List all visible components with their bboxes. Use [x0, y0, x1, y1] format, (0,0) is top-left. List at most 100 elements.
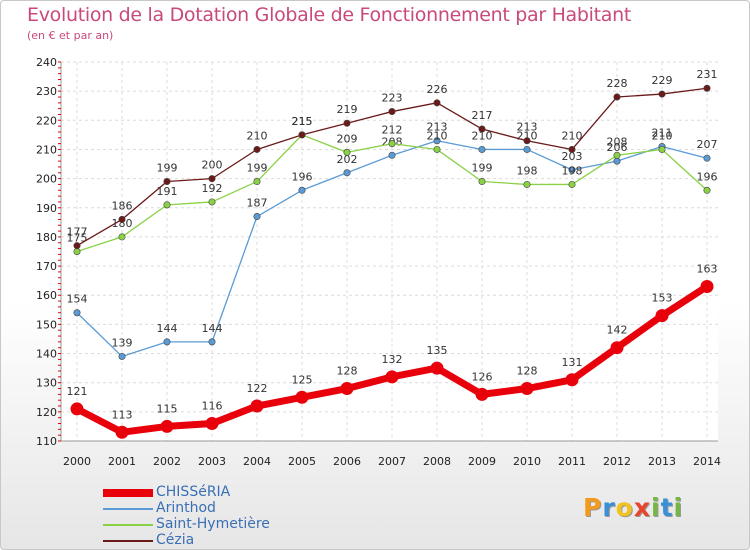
data-label: 131 [562, 356, 583, 369]
data-label: 206 [607, 141, 628, 154]
data-label: 163 [697, 262, 718, 275]
data-point [298, 186, 306, 194]
data-point [478, 145, 486, 153]
data-point [433, 145, 441, 153]
data-label: 215 [292, 115, 313, 128]
data-point [73, 242, 81, 250]
data-label: 144 [202, 322, 223, 335]
data-label: 210 [247, 129, 268, 142]
data-label: 209 [337, 132, 358, 145]
data-label: 217 [472, 109, 493, 122]
y-tick-label: 160 [36, 289, 57, 302]
data-point [610, 341, 624, 355]
data-label: 144 [157, 322, 178, 335]
data-label: 208 [607, 135, 628, 148]
legend-swatch [103, 524, 153, 526]
data-point [520, 382, 534, 396]
data-label: 187 [247, 197, 268, 210]
data-label: 126 [472, 370, 493, 383]
data-label: 223 [382, 92, 403, 105]
y-tick-label: 140 [36, 348, 57, 361]
data-label: 213 [517, 121, 538, 134]
data-point [118, 352, 126, 360]
data-label: 153 [652, 292, 673, 305]
data-label: 210 [472, 129, 493, 142]
legend-label: Cézia [156, 532, 195, 548]
data-point [385, 370, 399, 384]
data-label: 198 [562, 164, 583, 177]
data-point [73, 248, 81, 256]
legend-label: CHISSéRIA [156, 484, 231, 500]
x-tick-label: 2013 [648, 455, 676, 468]
data-label: 191 [157, 185, 178, 198]
data-label: 226 [427, 83, 448, 96]
x-tick-label: 2010 [513, 455, 541, 468]
data-label: 199 [157, 162, 178, 175]
logo-letter: t [660, 493, 674, 522]
data-point [118, 215, 126, 223]
data-point [340, 382, 354, 396]
data-point [163, 338, 171, 346]
data-label: 177 [67, 226, 88, 239]
data-label: 212 [382, 124, 403, 137]
chart-subtitle: (en € et par an) [27, 29, 114, 42]
data-label: 210 [652, 129, 673, 142]
y-tick-label: 210 [36, 143, 57, 156]
legend-swatch [103, 489, 153, 497]
logo-letter: i [673, 493, 684, 522]
data-point [343, 169, 351, 177]
data-label: 203 [562, 150, 583, 163]
data-point [73, 309, 81, 317]
data-label: 196 [292, 170, 313, 183]
data-label: 186 [112, 199, 133, 212]
data-label: 215 [292, 115, 313, 128]
data-label: 196 [697, 170, 718, 183]
data-label: 229 [652, 74, 673, 87]
data-point [253, 178, 261, 186]
data-label: 198 [517, 164, 538, 177]
data-point [478, 125, 486, 133]
data-point [613, 157, 621, 165]
data-point [655, 309, 669, 323]
x-tick-label: 2002 [153, 455, 181, 468]
data-label: 122 [247, 382, 268, 395]
data-point [658, 145, 666, 153]
data-point [568, 180, 576, 188]
x-tick-label: 2009 [468, 455, 496, 468]
data-point [388, 140, 396, 148]
y-tick-label: 130 [36, 377, 57, 390]
y-tick-label: 120 [36, 406, 57, 419]
y-tick-label: 220 [36, 114, 57, 127]
data-point [343, 119, 351, 127]
data-point [208, 198, 216, 206]
x-tick-label: 2003 [198, 455, 226, 468]
data-point [703, 154, 711, 162]
data-point [568, 166, 576, 174]
data-point [160, 419, 174, 433]
data-point [253, 145, 261, 153]
data-label: 132 [382, 353, 403, 366]
x-tick-label: 2014 [693, 455, 721, 468]
logo-letter: i [651, 493, 661, 522]
legend-swatch [103, 540, 153, 542]
data-point [613, 151, 621, 159]
x-tick-label: 2004 [243, 455, 271, 468]
data-point [430, 361, 444, 375]
data-point [298, 131, 306, 139]
data-point [433, 137, 441, 145]
data-label: 139 [112, 336, 133, 349]
data-point [250, 399, 264, 413]
data-point [613, 93, 621, 101]
data-point [700, 279, 714, 293]
logo-letter: P [583, 493, 603, 522]
data-label: 231 [697, 68, 718, 81]
chart-title: Evolution de la Dotation Globale de Fonc… [27, 4, 632, 26]
data-point [115, 425, 129, 439]
data-point [163, 178, 171, 186]
data-point [70, 402, 84, 416]
data-label: 199 [472, 162, 493, 175]
data-label: 200 [202, 159, 223, 172]
